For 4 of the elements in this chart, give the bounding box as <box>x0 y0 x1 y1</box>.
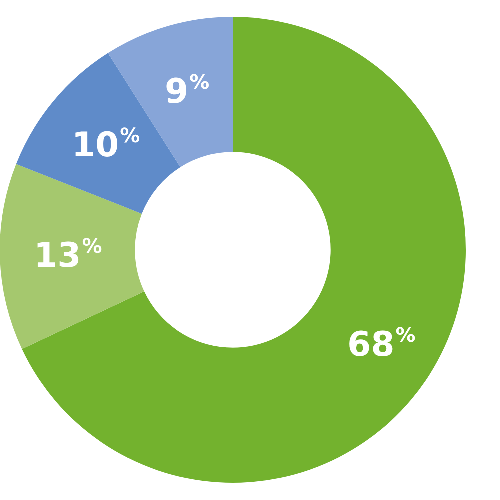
data-label: 68% <box>347 323 416 365</box>
data-label: 13% <box>34 234 102 276</box>
data-label: 9% <box>165 70 210 112</box>
data-label: 10% <box>72 124 140 166</box>
